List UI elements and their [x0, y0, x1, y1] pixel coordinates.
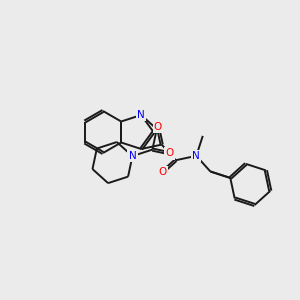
Text: N: N	[192, 151, 200, 161]
Text: O: O	[154, 122, 162, 132]
Text: O: O	[166, 148, 174, 158]
Text: N: N	[129, 151, 136, 161]
Text: O: O	[158, 167, 166, 177]
Text: N: N	[137, 110, 145, 120]
